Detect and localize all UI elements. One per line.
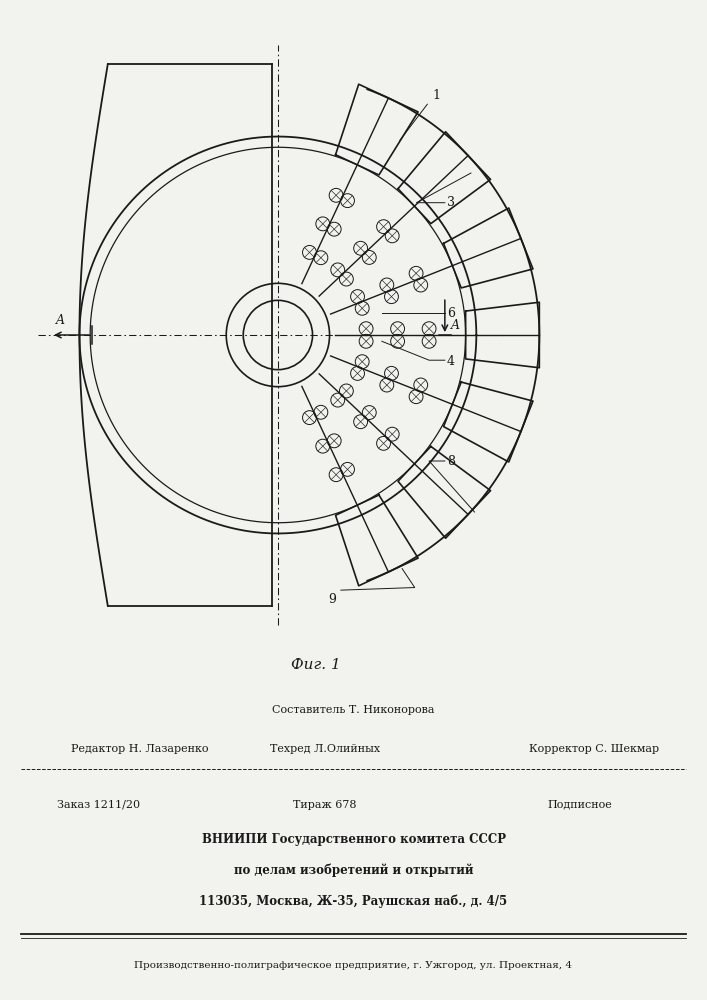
Text: Заказ 1211/20: Заказ 1211/20 xyxy=(57,800,140,810)
Text: A: A xyxy=(451,319,460,332)
Text: 3: 3 xyxy=(447,196,455,209)
Text: 6: 6 xyxy=(447,307,455,320)
Text: 9: 9 xyxy=(328,593,336,606)
Text: Подписное: Подписное xyxy=(547,800,612,810)
Text: 1: 1 xyxy=(432,89,440,102)
Text: Производственно-полиграфическое предприятие, г. Ужгород, ул. Проектная, 4: Производственно-полиграфическое предприя… xyxy=(134,962,573,970)
Text: 113035, Москва, Ж-35, Раушская наб., д. 4/5: 113035, Москва, Ж-35, Раушская наб., д. … xyxy=(199,895,508,908)
Text: Тираж 678: Тираж 678 xyxy=(293,800,357,810)
Text: по делам изобретений и открытий: по делам изобретений и открытий xyxy=(234,863,473,877)
Text: Составитель Т. Никонорова: Составитель Т. Никонорова xyxy=(272,705,435,715)
Text: Редактор Н. Лазаренко: Редактор Н. Лазаренко xyxy=(71,744,208,754)
Text: 8: 8 xyxy=(447,455,455,468)
Text: Фиг. 1: Фиг. 1 xyxy=(291,658,341,672)
Text: Техред Л.Олийных: Техред Л.Олийных xyxy=(270,744,380,754)
Text: A: A xyxy=(56,314,65,327)
Text: Корректор С. Шекмар: Корректор С. Шекмар xyxy=(529,744,659,754)
Text: 4: 4 xyxy=(447,355,455,368)
Text: ВНИИПИ Государственного комитета СССР: ВНИИПИ Государственного комитета СССР xyxy=(201,832,506,846)
